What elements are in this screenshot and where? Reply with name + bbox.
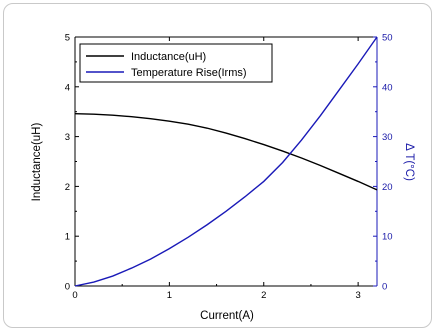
right-tick-label: 0 xyxy=(382,282,387,293)
right-axis-ticks: 0 10 20 30 40 50 xyxy=(373,33,393,293)
left-tick-label: 1 xyxy=(65,232,70,243)
x-axis-label: Current(A) xyxy=(200,310,254,322)
legend-box xyxy=(79,43,273,83)
right-tick-label: 10 xyxy=(382,232,393,243)
x-tick-label: 1 xyxy=(167,290,172,301)
legend: Inductance(uH) Temperature Rise(Irms) xyxy=(79,43,273,83)
right-tick-label: 40 xyxy=(382,82,393,93)
left-tick-label: 5 xyxy=(65,33,70,44)
left-tick-label: 3 xyxy=(65,132,70,143)
series-line-inductance xyxy=(74,112,378,191)
left-tick-label: 2 xyxy=(65,182,70,193)
x-tick-label: 0 xyxy=(72,290,77,301)
left-tick-label: 4 xyxy=(65,82,70,93)
series-layer xyxy=(74,36,378,287)
legend-label-inductance: Inductance(uH) xyxy=(131,51,206,63)
right-tick-label: 50 xyxy=(382,33,393,44)
left-axis-ticks: 0 1 2 3 4 5 xyxy=(65,33,79,293)
x-tick-label: 2 xyxy=(261,290,266,301)
right-tick-label: 20 xyxy=(382,182,393,193)
left-y-axis-label: Inductance(uH) xyxy=(31,123,43,202)
series-line-temperature-rise xyxy=(74,36,378,287)
legend-label-temperature-rise: Temperature Rise(Irms) xyxy=(131,67,247,79)
right-y-axis-label: Δ T(°C) xyxy=(403,143,415,181)
x-tick-label: 3 xyxy=(355,290,360,301)
left-tick-label: 0 xyxy=(65,282,70,293)
right-tick-label: 30 xyxy=(382,132,393,143)
